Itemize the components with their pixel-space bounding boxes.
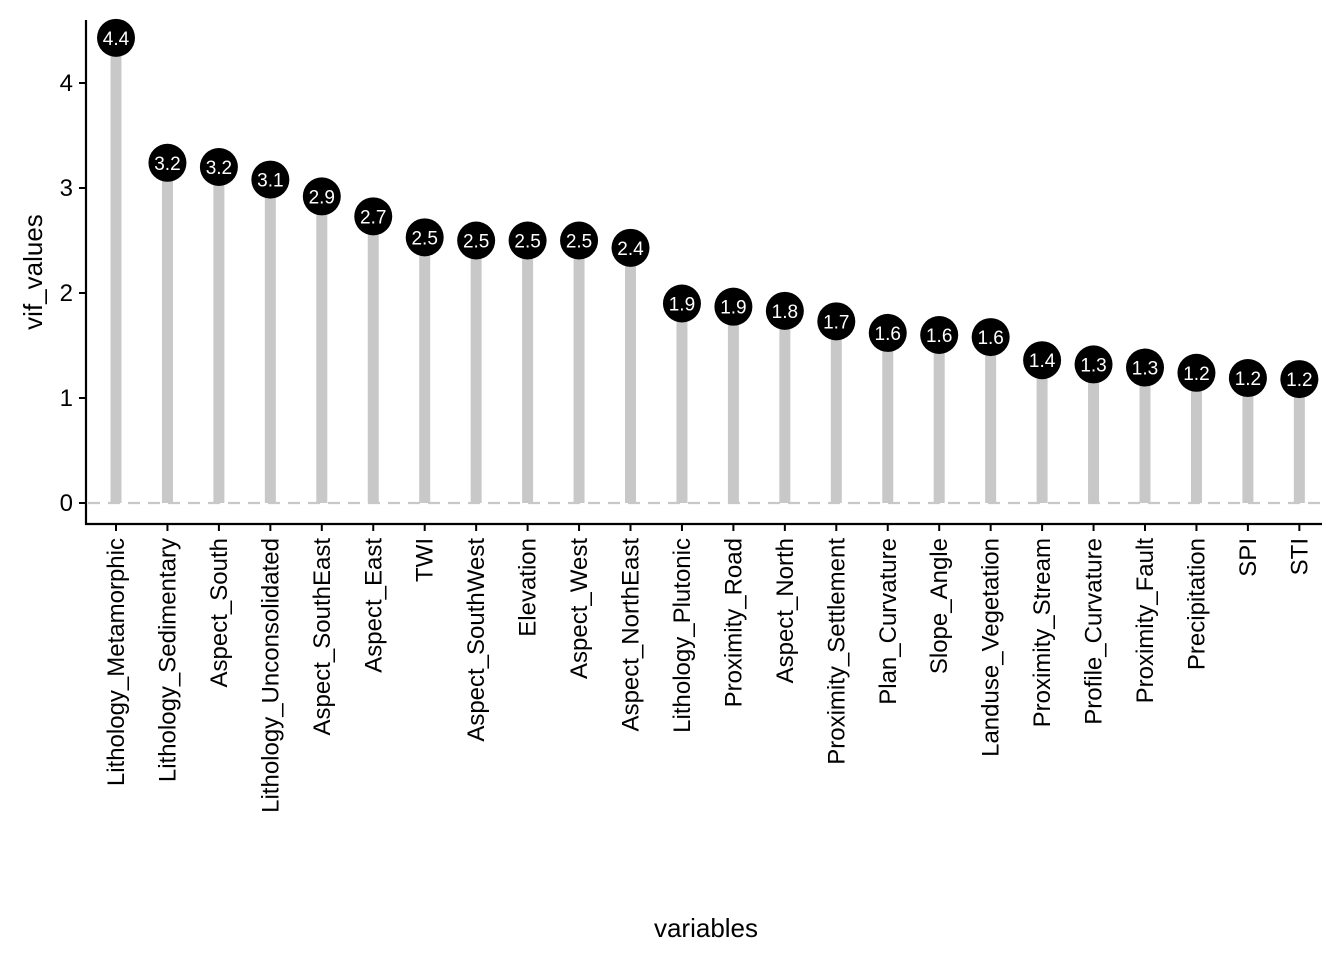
- x-tick-label: Proximity_Road: [720, 538, 747, 707]
- data-point: [920, 316, 959, 354]
- x-tick-label: Aspect_SouthEast: [309, 538, 336, 736]
- data-point: [97, 18, 135, 57]
- y-tick-label: 1: [60, 385, 73, 412]
- data-label: 3.2: [154, 154, 180, 175]
- data-label: 1.9: [720, 298, 746, 319]
- data-point: [662, 284, 701, 323]
- x-tick-label: Lithology_Sedimentary: [154, 538, 181, 782]
- data-point: [457, 221, 496, 260]
- data-label: 1.2: [1235, 369, 1261, 390]
- data-label: 1.2: [1286, 370, 1312, 391]
- stems-layer: [110, 37, 1305, 503]
- x-tick-label: Elevation: [515, 538, 542, 637]
- x-tick-label: Aspect_SouthWest: [463, 538, 490, 742]
- data-label: 2.9: [309, 187, 335, 208]
- data-point: [148, 143, 187, 182]
- data-label: 2.5: [463, 232, 489, 253]
- x-tick-label: Aspect_North: [772, 538, 799, 683]
- data-point: [1177, 353, 1216, 392]
- x-tick-label: Lithology_Metamorphic: [103, 538, 130, 786]
- x-tick-label: Aspect_South: [206, 538, 233, 687]
- data-point: [817, 302, 856, 341]
- x-tick-label: Lithology_Plutonic: [669, 538, 696, 733]
- data-label: 4.4: [103, 29, 130, 50]
- y-tick-label: 0: [60, 490, 73, 517]
- x-tick-label: Aspect_East: [360, 538, 387, 673]
- data-point: [1280, 360, 1319, 399]
- data-point: [251, 160, 290, 199]
- y-tick-label: 4: [60, 70, 73, 97]
- x-tick-label: TWI: [412, 538, 439, 582]
- data-label: 1.7: [823, 312, 849, 333]
- x-tick-label: Aspect_West: [566, 538, 593, 679]
- x-tick-label: Lithology_Unconsolidated: [257, 538, 284, 813]
- x-tick-label: Proximity_Fault: [1132, 538, 1159, 704]
- data-point: [199, 148, 238, 186]
- data-point: [868, 313, 907, 352]
- x-tick-label: Proximity_Stream: [1029, 538, 1056, 727]
- data-point: [611, 228, 650, 267]
- y-tick-label: 3: [60, 175, 73, 202]
- data-label: 2.4: [617, 239, 644, 260]
- data-label: 1.6: [977, 328, 1003, 349]
- x-tick-label: Plan_Curvature: [875, 538, 902, 705]
- data-label: 2.7: [360, 207, 386, 228]
- x-tick-label: Profile_Curvature: [1081, 538, 1108, 725]
- x-tick-label: Landuse_Vegetation: [978, 538, 1005, 757]
- data-point: [714, 287, 753, 326]
- data-point: [1074, 345, 1113, 384]
- data-label: 2.5: [514, 232, 540, 253]
- data-point: [302, 177, 341, 216]
- y-axis-title: vif_values: [18, 214, 48, 330]
- data-point: [971, 318, 1010, 357]
- data-label: 1.3: [1132, 359, 1158, 380]
- dots-layer: 4.4 3.2 3.2 3.1 2.9 2.7 2.5 2.5 2.5 2.5 2.4 1.9 1.9 1…: [97, 18, 1319, 399]
- data-label: 1.8: [772, 302, 798, 323]
- data-label: 1.6: [926, 326, 952, 347]
- x-tick-label: Proximity_Settlement: [823, 538, 850, 765]
- data-label: 3.1: [257, 171, 283, 192]
- y-axis-ticks: 0 1 2 3 4: [60, 70, 86, 517]
- data-label: 2.5: [566, 232, 592, 253]
- x-tick-label: Precipitation: [1183, 538, 1210, 670]
- data-point: [405, 218, 444, 257]
- x-axis-title: variables: [654, 913, 758, 943]
- data-point: [354, 197, 393, 236]
- data-label: 1.6: [875, 324, 901, 345]
- y-tick-label: 2: [60, 280, 73, 307]
- data-point: [1228, 359, 1267, 398]
- x-axis-ticks: Lithology_Metamorphic Lithology_Sedimenta…: [103, 524, 1313, 813]
- data-label: 1.4: [1029, 351, 1056, 372]
- data-label: 2.5: [411, 228, 437, 249]
- data-label: 3.2: [206, 158, 232, 179]
- data-point: [508, 221, 547, 260]
- data-point: [1023, 341, 1062, 380]
- data-point: [560, 221, 599, 260]
- data-point: [765, 291, 804, 330]
- data-label: 1.2: [1183, 364, 1209, 385]
- data-label: 1.9: [669, 295, 695, 316]
- x-tick-label: Slope_Angle: [926, 538, 953, 674]
- x-tick-label: STI: [1286, 538, 1313, 575]
- x-tick-label: SPI: [1235, 538, 1262, 577]
- data-point: [1126, 348, 1164, 387]
- x-tick-label: Aspect_NorthEast: [618, 538, 645, 732]
- data-label: 1.3: [1080, 355, 1106, 376]
